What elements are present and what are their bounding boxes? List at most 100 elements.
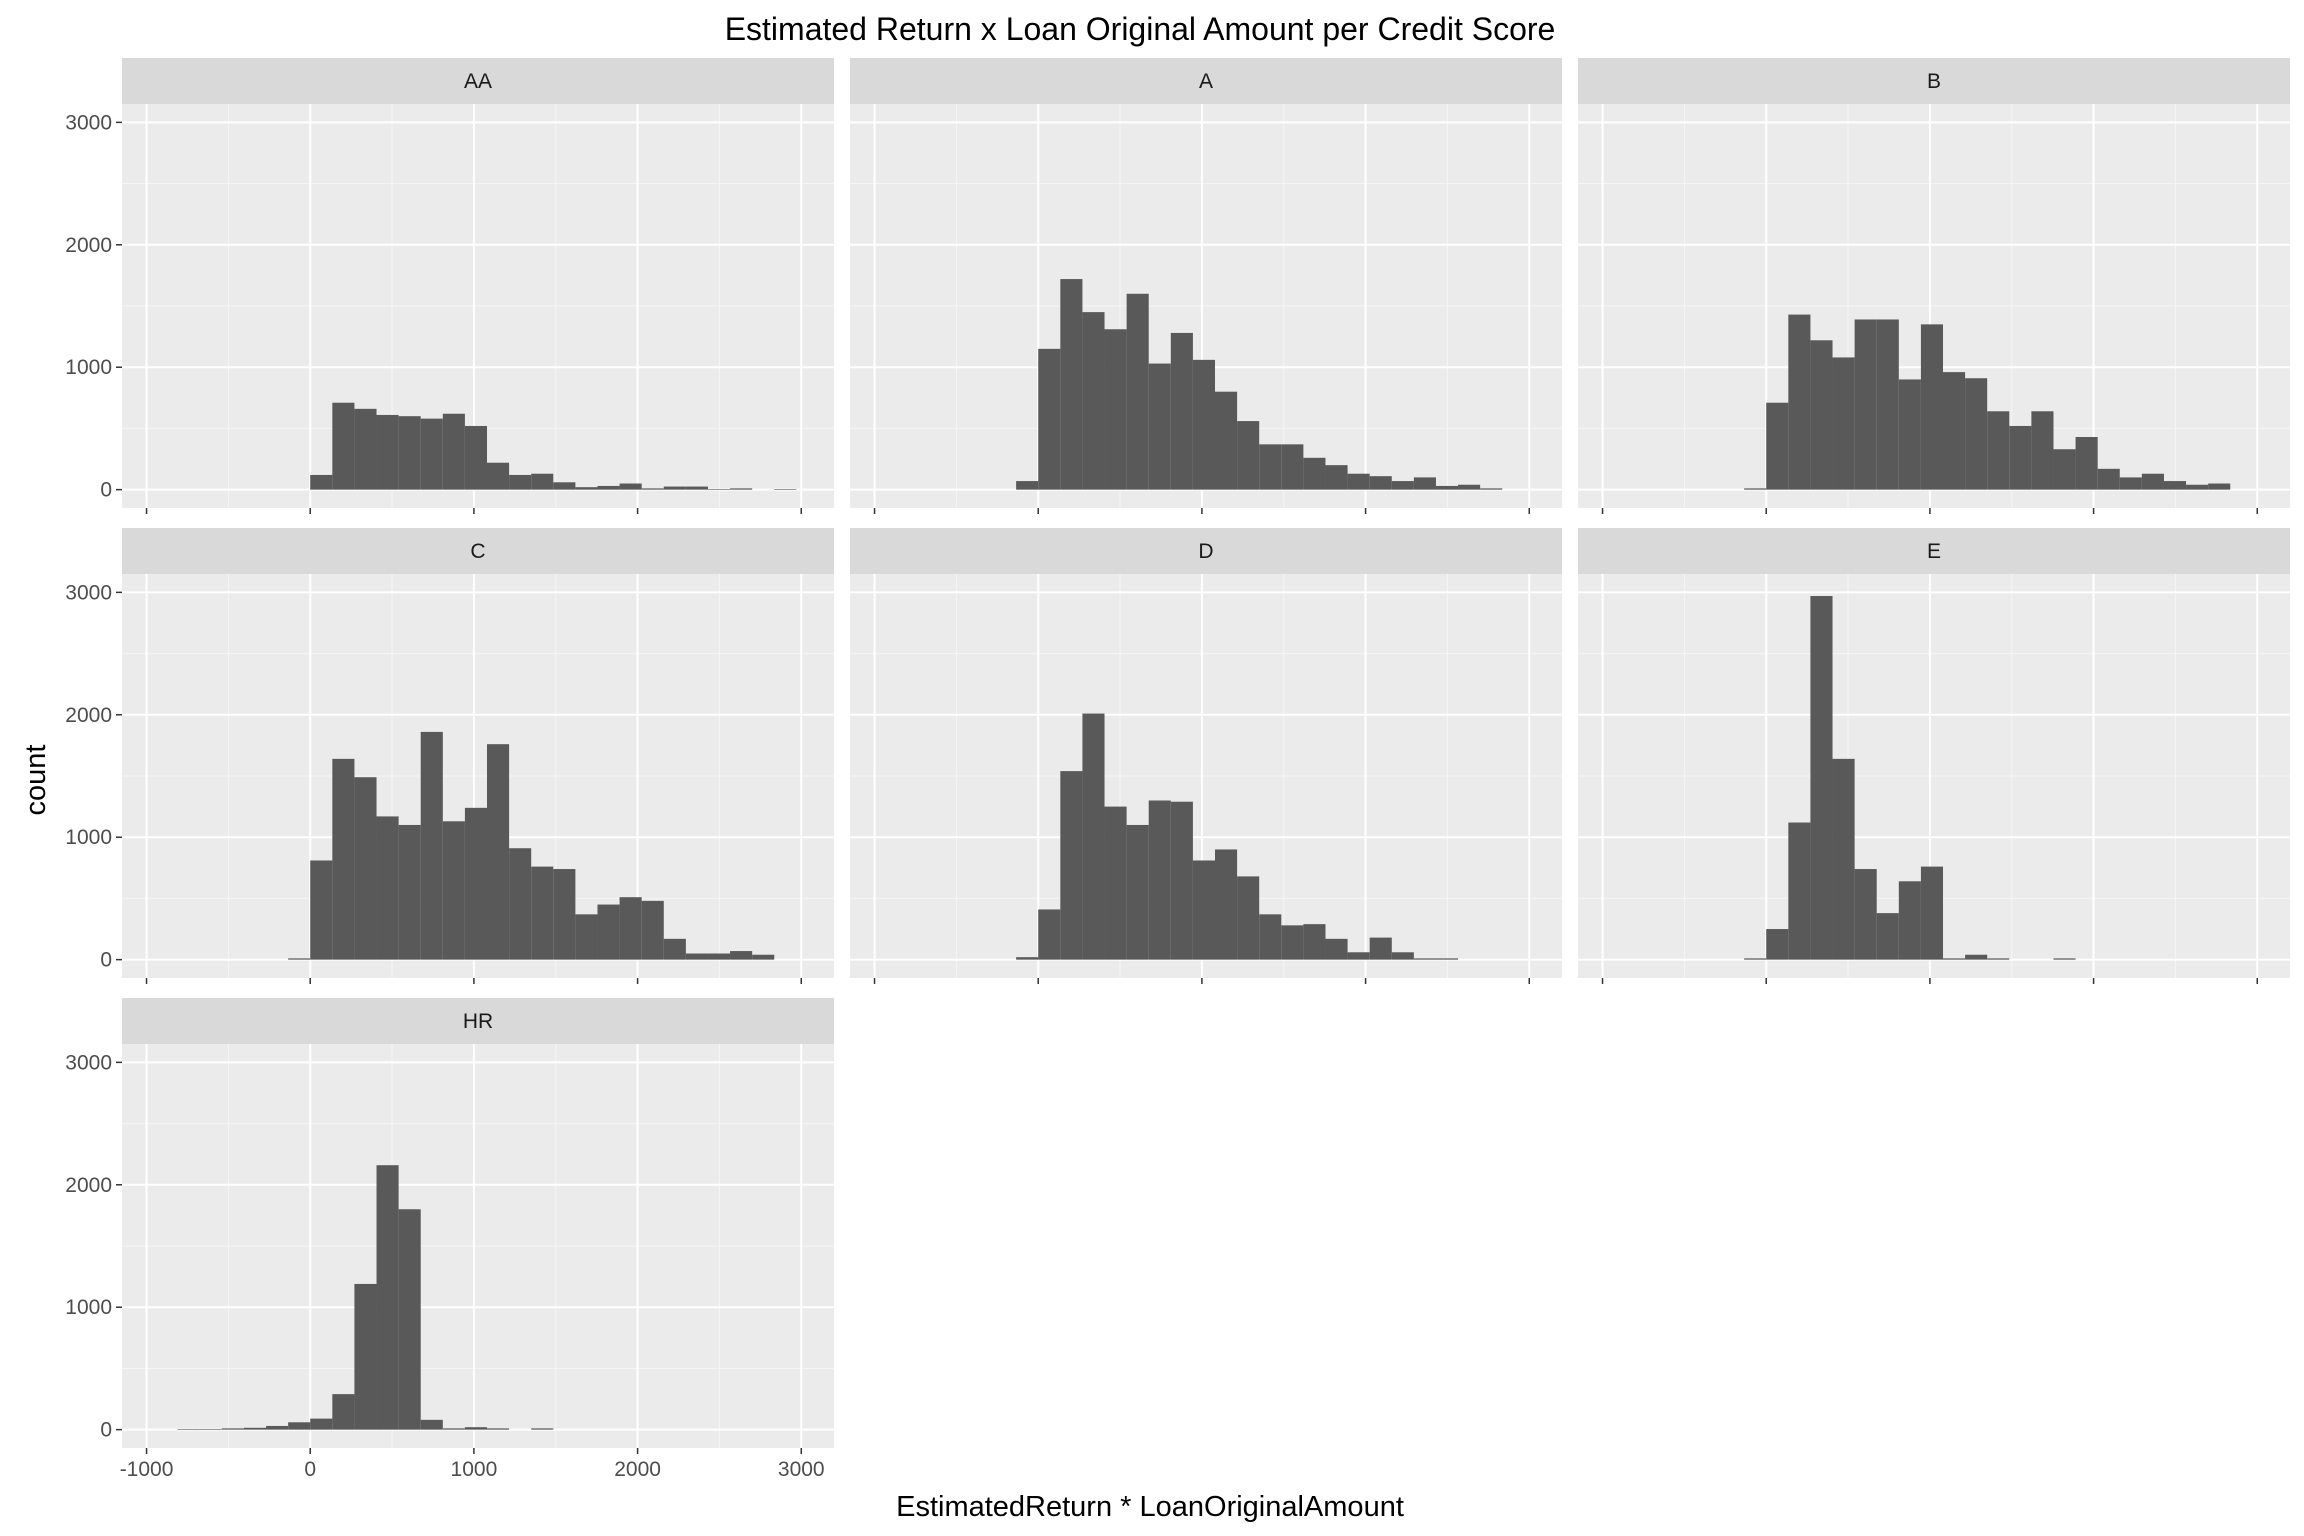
histogram-bar <box>1854 319 1877 490</box>
y-tick-label: 1000 <box>65 356 112 379</box>
histogram-bar <box>2053 449 2076 490</box>
histogram-bar <box>1391 481 1414 490</box>
histogram-bar <box>420 1419 443 1430</box>
histogram-bar <box>1281 925 1304 960</box>
facet-strip-label: B <box>1927 70 1941 93</box>
histogram-bar <box>266 1425 289 1430</box>
histogram-bar <box>1082 713 1105 960</box>
histogram-bar <box>1920 866 1944 960</box>
histogram-bar <box>619 897 642 960</box>
histogram-bar <box>2186 484 2209 490</box>
histogram-bar <box>1480 488 1503 490</box>
histogram-bar <box>487 744 510 960</box>
histogram-bar <box>1104 329 1127 490</box>
x-tick-label: 0 <box>304 1458 316 1481</box>
histogram-bar <box>310 860 333 960</box>
histogram-bar <box>1766 929 1789 960</box>
x-tick-label: 3000 <box>778 1458 825 1481</box>
histogram-bar <box>199 1429 222 1430</box>
facet-panel-b: B <box>1578 58 2290 514</box>
histogram-bar <box>487 462 510 490</box>
histogram-bar <box>685 486 708 490</box>
x-axis-label: EstimatedReturn * LoanOriginalAmount <box>896 1491 1404 1523</box>
histogram-bar <box>575 487 598 490</box>
histogram-bar <box>1854 869 1877 960</box>
histogram-bar <box>1369 476 1392 490</box>
histogram-bar <box>1126 293 1149 490</box>
histogram-bar <box>354 777 377 960</box>
histogram-bar <box>1810 340 1833 490</box>
facet-strip-label: E <box>1927 540 1941 563</box>
histogram-bar <box>1170 332 1193 490</box>
histogram-bar <box>420 731 443 960</box>
chart-title: Estimated Return x Loan Original Amount … <box>725 11 1556 47</box>
histogram-bar <box>332 1394 355 1430</box>
histogram-bar <box>707 489 731 490</box>
histogram-bar <box>1126 824 1149 960</box>
histogram-bar <box>1325 938 1348 960</box>
histogram-bar <box>1788 314 1811 490</box>
histogram-bar <box>1435 958 1459 960</box>
histogram-bar <box>2009 425 2032 490</box>
histogram-bar <box>1016 957 1039 960</box>
histogram-bar <box>1832 758 1855 960</box>
histogram-bar <box>2097 468 2120 490</box>
facet-strip <box>1578 58 2290 104</box>
histogram-bar <box>2075 436 2098 490</box>
histogram-bar <box>288 1422 311 1430</box>
histogram-bar <box>531 866 554 960</box>
histogram-bar <box>1060 279 1083 490</box>
histogram-bar <box>1744 958 1767 960</box>
histogram-bar <box>1104 806 1127 960</box>
histogram-bar <box>509 474 532 490</box>
histogram-bar <box>332 402 355 490</box>
facet-strip <box>850 528 1562 574</box>
x-tick-label: 2000 <box>614 1458 661 1481</box>
histogram-bar <box>685 953 708 960</box>
facet-panels: AA 0 1000 2000 3000 A B C 0 1000 2000 3000 D E HR 0 1000… <box>65 58 2290 1481</box>
y-axis-label: count <box>20 745 52 816</box>
histogram-bar <box>442 821 465 960</box>
histogram-bar <box>398 824 421 960</box>
histogram-bar <box>663 938 686 960</box>
histogram-bar <box>1413 477 1436 490</box>
histogram-bar <box>420 418 443 490</box>
histogram-bar <box>354 408 377 490</box>
histogram-bar <box>1259 444 1282 490</box>
histogram-bar <box>332 758 355 960</box>
histogram-bar <box>1766 402 1789 490</box>
y-tick-label: 2000 <box>65 1174 112 1197</box>
histogram-bar <box>1413 958 1436 960</box>
histogram-bar <box>663 486 686 490</box>
histogram-bar <box>2053 958 2076 960</box>
facet-strip <box>850 58 1562 104</box>
histogram-bar <box>531 1428 554 1430</box>
facet-panel-hr: HR 0 1000 2000 3000 -1000 0 1000 2000 3000 <box>65 998 834 1481</box>
y-tick-label: 0 <box>100 949 112 972</box>
histogram-bar <box>1281 444 1304 490</box>
histogram-bar <box>1237 421 1260 490</box>
histogram-bar <box>1965 954 1988 960</box>
histogram-bar <box>310 1418 333 1430</box>
histogram-bar <box>1435 485 1459 490</box>
facet-panel-c: C 0 1000 2000 3000 <box>65 528 834 984</box>
histogram-bar <box>1148 800 1171 960</box>
histogram-bar <box>288 958 311 960</box>
histogram-bar <box>442 1428 465 1430</box>
histogram-bar <box>2141 473 2164 490</box>
histogram-bar <box>553 482 576 490</box>
histogram-bar <box>1369 937 1392 960</box>
histogram-bar <box>641 488 664 490</box>
histogram-bar <box>774 489 797 490</box>
histogram-bar <box>464 1427 488 1430</box>
facet-strip-label: C <box>470 540 485 563</box>
histogram-bar <box>1060 771 1083 960</box>
y-tick-label: 2000 <box>65 234 112 257</box>
histogram-bar <box>354 1283 377 1430</box>
histogram-bar <box>1920 324 1944 490</box>
histogram-bar <box>597 904 620 960</box>
histogram-bar <box>531 473 554 490</box>
histogram-bar <box>509 848 532 960</box>
y-tick-label: 0 <box>100 1419 112 1442</box>
